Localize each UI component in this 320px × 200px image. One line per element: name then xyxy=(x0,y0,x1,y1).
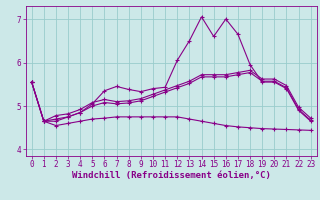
X-axis label: Windchill (Refroidissement éolien,°C): Windchill (Refroidissement éolien,°C) xyxy=(72,171,271,180)
